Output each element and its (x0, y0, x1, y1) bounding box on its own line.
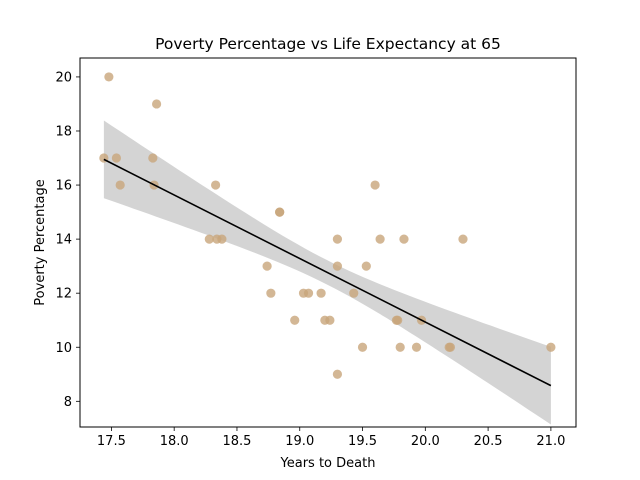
plot-frame (79, 57, 577, 428)
data-point (357, 342, 368, 352)
x-tick-label: 19.0 (285, 434, 314, 449)
data-point (395, 342, 405, 352)
data-point (148, 153, 158, 163)
data-point (393, 315, 403, 325)
data-point (111, 153, 122, 163)
y-tick-label: 8 (64, 395, 72, 410)
x-tick-label: 18.5 (222, 434, 251, 449)
data-point (316, 288, 326, 298)
x-tick-label: 20.0 (411, 434, 440, 449)
data-point (211, 180, 221, 190)
x-tick-label: 17.5 (97, 434, 126, 449)
y-tick-label: 20 (55, 70, 72, 85)
x-axis-ticks: 17.5 18.0 18.5 19.0 19.5 20.0 20.5 21.0 (97, 427, 565, 449)
data-point (332, 234, 343, 244)
data-point (204, 234, 214, 244)
y-axis-ticks: 8 10 12 14 16 18 20 (55, 70, 80, 410)
x-tick-label: 19.5 (348, 434, 377, 449)
data-point (290, 315, 300, 325)
data-point (332, 369, 343, 379)
data-point (303, 288, 314, 298)
regression-line-layer (103, 158, 552, 387)
data-point (217, 234, 227, 244)
data-point (262, 261, 272, 271)
y-tick-label: 16 (55, 179, 72, 194)
data-point (546, 342, 556, 352)
data-point (458, 234, 468, 244)
data-point (104, 72, 114, 82)
data-point (115, 180, 125, 190)
y-tick-label: 12 (55, 287, 72, 302)
data-point (399, 234, 409, 244)
data-point (151, 99, 162, 109)
regression-line (103, 158, 552, 387)
y-axis-label: Poverty Percentage (33, 179, 48, 305)
data-point (325, 315, 335, 325)
y-tick-label: 10 (55, 341, 72, 356)
x-tick-label: 21.0 (536, 434, 565, 449)
x-tick-label: 18.0 (160, 434, 189, 449)
data-point (349, 288, 359, 298)
data-point (375, 234, 385, 244)
y-tick-label: 18 (55, 124, 72, 139)
data-point (275, 207, 285, 217)
chart-title: Poverty Percentage vs Life Expectancy at… (155, 35, 501, 53)
data-point (370, 180, 380, 190)
y-tick-label: 14 (55, 233, 72, 248)
data-point (332, 261, 343, 271)
scatter-points-layer (99, 72, 556, 379)
data-point (266, 288, 276, 298)
x-axis-label: Years to Death (280, 456, 376, 471)
data-point (411, 342, 422, 352)
data-point (361, 261, 371, 271)
data-point (445, 342, 456, 352)
x-tick-label: 20.5 (474, 434, 503, 449)
